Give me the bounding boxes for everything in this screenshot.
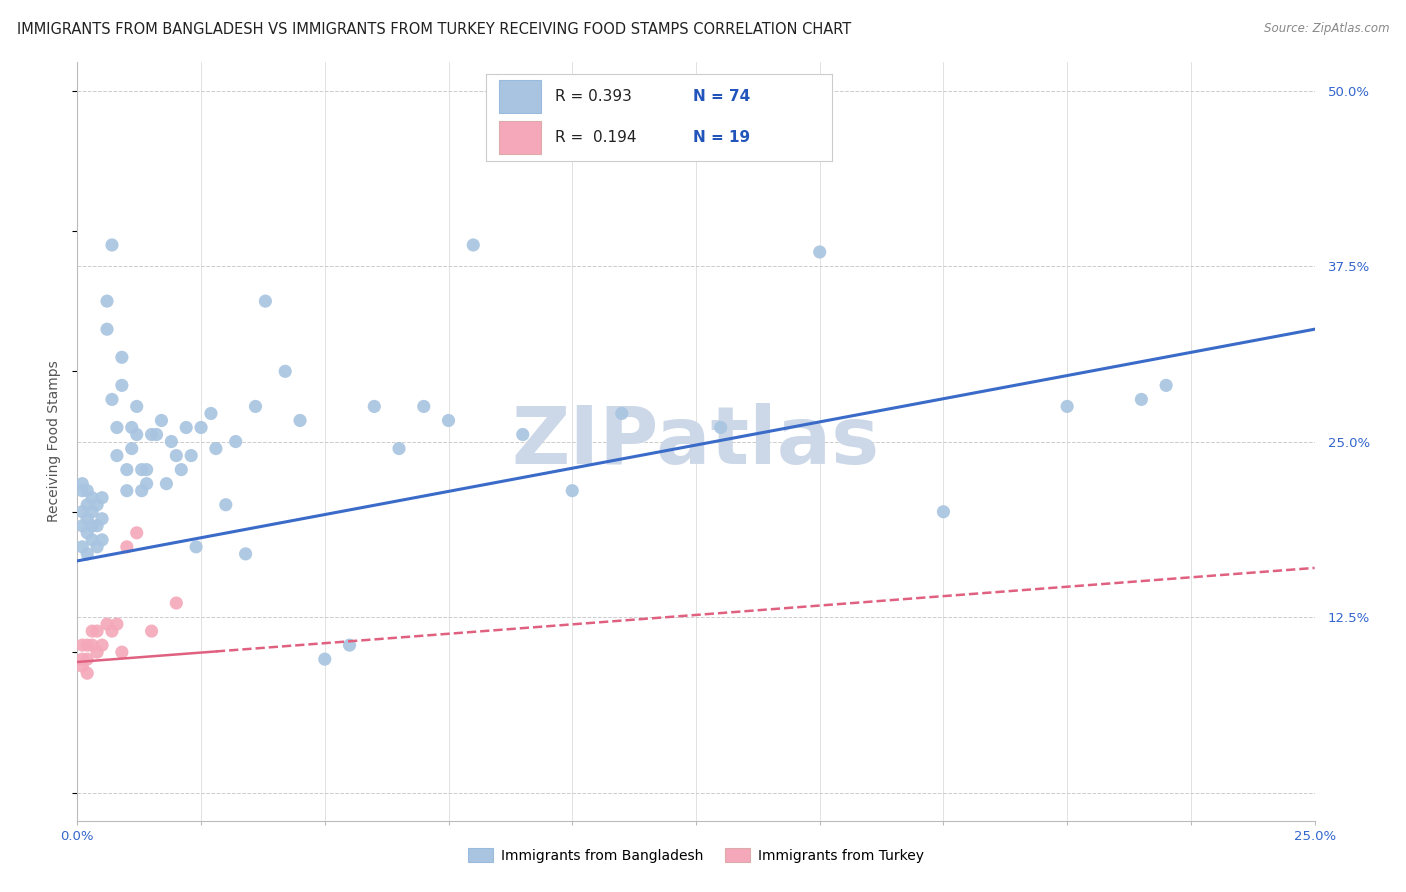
Point bbox=[184, 540, 207, 554]
Point bbox=[150, 413, 173, 427]
Legend: Immigrants from Bangladesh, Immigrants from Turkey: Immigrants from Bangladesh, Immigrants f… bbox=[463, 842, 929, 868]
Point bbox=[125, 427, 148, 442]
Point bbox=[165, 449, 187, 463]
Point bbox=[82, 491, 104, 505]
Point bbox=[141, 624, 163, 639]
Point bbox=[512, 427, 534, 442]
Point bbox=[72, 518, 94, 533]
Point bbox=[91, 638, 114, 652]
Point bbox=[363, 400, 385, 414]
Point bbox=[72, 476, 94, 491]
Point bbox=[101, 392, 124, 407]
Y-axis label: Receiving Food Stamps: Receiving Food Stamps bbox=[48, 360, 62, 523]
Point bbox=[145, 427, 167, 442]
Point bbox=[160, 434, 183, 449]
Point bbox=[125, 400, 148, 414]
Point bbox=[101, 624, 124, 639]
Text: Source: ZipAtlas.com: Source: ZipAtlas.com bbox=[1264, 22, 1389, 36]
Point bbox=[86, 624, 108, 639]
Point bbox=[412, 400, 434, 414]
Point bbox=[72, 540, 94, 554]
Point bbox=[254, 294, 277, 309]
Point bbox=[76, 498, 98, 512]
Point bbox=[72, 483, 94, 498]
Point bbox=[105, 617, 128, 632]
Point bbox=[288, 413, 311, 427]
Point bbox=[96, 617, 118, 632]
Point bbox=[932, 505, 955, 519]
Point bbox=[205, 442, 228, 456]
Point bbox=[165, 596, 187, 610]
Point bbox=[96, 294, 118, 309]
Point bbox=[170, 462, 193, 476]
Point bbox=[76, 525, 98, 540]
Point bbox=[710, 420, 733, 434]
Point bbox=[339, 638, 361, 652]
Point bbox=[72, 659, 94, 673]
Point bbox=[91, 533, 114, 547]
Point bbox=[200, 407, 222, 421]
Point bbox=[388, 442, 411, 456]
Point bbox=[111, 645, 134, 659]
Point bbox=[235, 547, 257, 561]
Point bbox=[86, 518, 108, 533]
Point bbox=[141, 427, 163, 442]
Point bbox=[105, 449, 128, 463]
Point bbox=[101, 238, 124, 252]
Point bbox=[76, 638, 98, 652]
Point bbox=[180, 449, 202, 463]
Point bbox=[72, 638, 94, 652]
Point bbox=[91, 512, 114, 526]
Point bbox=[131, 462, 153, 476]
Point bbox=[96, 322, 118, 336]
Point bbox=[86, 498, 108, 512]
Point bbox=[76, 483, 98, 498]
Point bbox=[115, 540, 138, 554]
Point bbox=[174, 420, 197, 434]
Point bbox=[1130, 392, 1153, 407]
Point bbox=[463, 238, 485, 252]
Point bbox=[76, 652, 98, 666]
Point bbox=[91, 491, 114, 505]
Point bbox=[72, 505, 94, 519]
Point bbox=[86, 540, 108, 554]
Point bbox=[808, 245, 831, 260]
Point bbox=[111, 351, 134, 365]
Point bbox=[190, 420, 212, 434]
Point bbox=[561, 483, 583, 498]
Point bbox=[115, 483, 138, 498]
Point bbox=[245, 400, 267, 414]
Point bbox=[82, 533, 104, 547]
Point bbox=[1154, 378, 1177, 392]
Point bbox=[225, 434, 247, 449]
Point bbox=[111, 378, 134, 392]
Point bbox=[115, 462, 138, 476]
Point bbox=[135, 462, 157, 476]
Point bbox=[76, 547, 98, 561]
Point bbox=[76, 512, 98, 526]
Point bbox=[437, 413, 460, 427]
Text: ZIPatlas: ZIPatlas bbox=[512, 402, 880, 481]
Point bbox=[135, 476, 157, 491]
Point bbox=[314, 652, 336, 666]
Point bbox=[86, 645, 108, 659]
Point bbox=[82, 638, 104, 652]
Point bbox=[215, 498, 238, 512]
Point bbox=[82, 505, 104, 519]
Point bbox=[610, 407, 633, 421]
Point bbox=[131, 483, 153, 498]
Point bbox=[72, 652, 94, 666]
Text: IMMIGRANTS FROM BANGLADESH VS IMMIGRANTS FROM TURKEY RECEIVING FOOD STAMPS CORRE: IMMIGRANTS FROM BANGLADESH VS IMMIGRANTS… bbox=[17, 22, 851, 37]
Point bbox=[155, 476, 177, 491]
Point bbox=[125, 525, 148, 540]
Point bbox=[274, 364, 297, 378]
Point bbox=[1056, 400, 1078, 414]
Point bbox=[121, 420, 143, 434]
Point bbox=[105, 420, 128, 434]
Point bbox=[82, 624, 104, 639]
Point bbox=[121, 442, 143, 456]
Point bbox=[76, 666, 98, 681]
Point bbox=[82, 518, 104, 533]
